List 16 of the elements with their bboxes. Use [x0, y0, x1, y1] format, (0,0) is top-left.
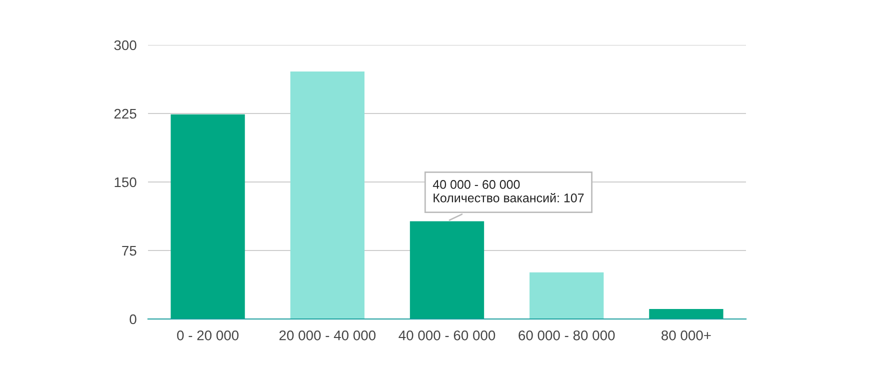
- x-tick-label: 60 000 - 80 000: [518, 330, 615, 340]
- x-tick-label: 0 - 20 000: [177, 330, 239, 340]
- y-tick-label: 225: [114, 108, 136, 119]
- y-tick-label: 75: [122, 246, 136, 256]
- y-tick-label: 150: [114, 177, 136, 188]
- x-tick-label: 40 000 - 60 000: [398, 330, 496, 340]
- annotation: 40 000 - 60 000 Количество вакансий: 107: [432, 180, 584, 202]
- bar: [410, 221, 484, 319]
- bar: [170, 114, 245, 319]
- bar: [530, 272, 604, 319]
- y-tick-label: 0: [130, 314, 136, 324]
- x-tick-label: 20 000 - 40 000: [279, 330, 376, 340]
- bar: [290, 71, 364, 319]
- bar: [649, 308, 724, 319]
- y-tick-label: 300: [114, 40, 136, 50]
- x-tick-label: 80 000+: [662, 330, 711, 340]
